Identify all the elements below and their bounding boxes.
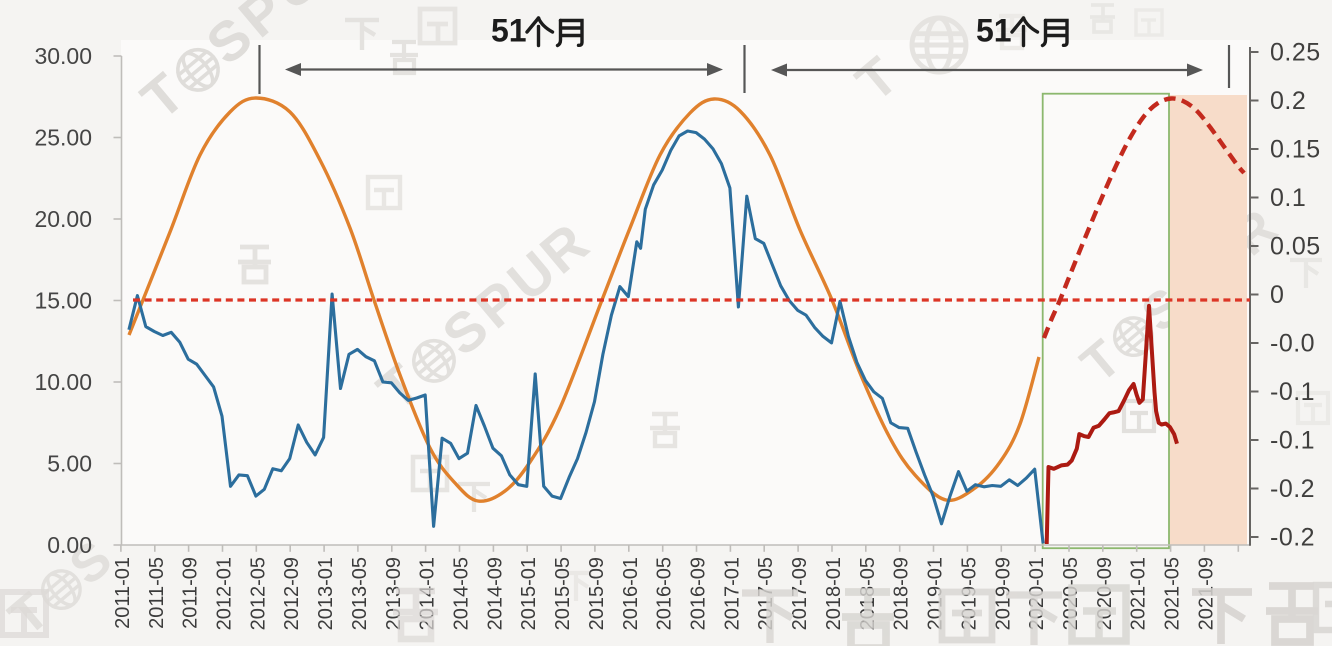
svg-text:2012-01: 2012-01 (214, 557, 236, 630)
svg-text:2018-09: 2018-09 (891, 557, 913, 630)
svg-text:2017-01: 2017-01 (721, 557, 743, 630)
svg-text:-0.2: -0.2 (1270, 524, 1315, 552)
svg-text:2015-05: 2015-05 (552, 557, 574, 630)
svg-text:0.05: 0.05 (1270, 233, 1321, 261)
svg-text:2015-09: 2015-09 (586, 557, 608, 630)
svg-text:2012-05: 2012-05 (247, 557, 269, 630)
svg-text:0.1: 0.1 (1270, 184, 1306, 212)
svg-text:-0.1: -0.1 (1270, 427, 1315, 455)
svg-text:2015-01: 2015-01 (518, 557, 540, 630)
svg-text:10.00: 10.00 (34, 369, 92, 395)
svg-text:2021-05: 2021-05 (1162, 557, 1184, 630)
svg-text:-0.2: -0.2 (1270, 475, 1315, 503)
svg-text:0: 0 (1270, 281, 1284, 309)
svg-text:2011-09: 2011-09 (180, 557, 202, 629)
svg-text:-0.1: -0.1 (1270, 378, 1315, 406)
svg-text:2016-09: 2016-09 (688, 557, 710, 630)
svg-text:5.00: 5.00 (47, 451, 92, 477)
svg-text:2021-01: 2021-01 (1128, 557, 1150, 630)
svg-text:51: 51 (491, 13, 527, 49)
svg-text:0.15: 0.15 (1270, 136, 1321, 164)
svg-text:2019-09: 2019-09 (992, 557, 1014, 630)
svg-text:2012-09: 2012-09 (281, 557, 303, 630)
svg-text:25.00: 25.00 (34, 125, 92, 151)
svg-text:2014-05: 2014-05 (451, 557, 473, 630)
svg-text:30.00: 30.00 (34, 43, 92, 69)
svg-text:15.00: 15.00 (34, 288, 92, 314)
svg-text:2016-01: 2016-01 (620, 557, 642, 630)
svg-text:-0.0: -0.0 (1270, 330, 1315, 358)
svg-text:2014-09: 2014-09 (484, 557, 506, 630)
svg-text:0.25: 0.25 (1270, 39, 1321, 67)
svg-text:0.00: 0.00 (47, 532, 92, 558)
svg-text:51: 51 (976, 13, 1012, 49)
svg-text:2011-01: 2011-01 (112, 557, 134, 629)
svg-text:2013-01: 2013-01 (315, 557, 337, 630)
svg-text:2017-09: 2017-09 (789, 557, 811, 630)
svg-text:2016-05: 2016-05 (654, 557, 676, 630)
svg-text:20.00: 20.00 (34, 206, 92, 232)
svg-text:2018-01: 2018-01 (823, 557, 845, 630)
svg-text:2013-05: 2013-05 (349, 557, 371, 630)
svg-text:2011-05: 2011-05 (146, 557, 168, 629)
svg-text:0.2: 0.2 (1270, 87, 1306, 115)
